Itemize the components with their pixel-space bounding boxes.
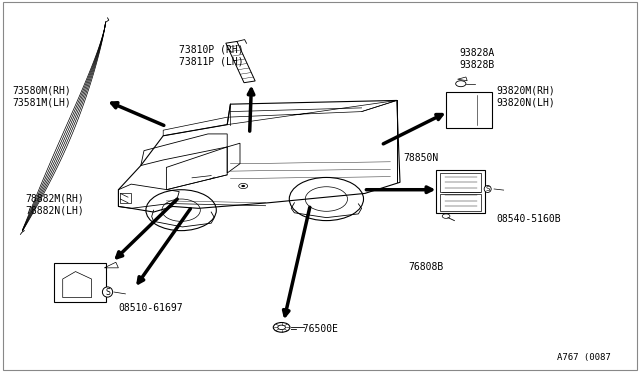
Text: 08510-61697: 08510-61697 [118, 303, 183, 313]
Text: — 76500E: — 76500E [291, 324, 338, 334]
Circle shape [241, 185, 245, 187]
Text: S: S [105, 288, 110, 296]
Text: S: S [486, 186, 490, 192]
Text: 78850N: 78850N [403, 153, 438, 163]
Text: A767 (0087: A767 (0087 [557, 353, 611, 362]
Text: 08540-5160B: 08540-5160B [496, 214, 561, 224]
Text: 73810P (RH)
73811P (LH): 73810P (RH) 73811P (LH) [179, 45, 244, 66]
Text: 93828A
93828B: 93828A 93828B [460, 48, 495, 70]
Text: 76808B: 76808B [408, 262, 444, 272]
Text: 93820M(RH)
93820N(LH): 93820M(RH) 93820N(LH) [496, 86, 555, 107]
Text: 78882M(RH)
78882N(LH): 78882M(RH) 78882N(LH) [26, 193, 84, 215]
Text: 73580M(RH)
73581M(LH): 73580M(RH) 73581M(LH) [13, 86, 72, 107]
